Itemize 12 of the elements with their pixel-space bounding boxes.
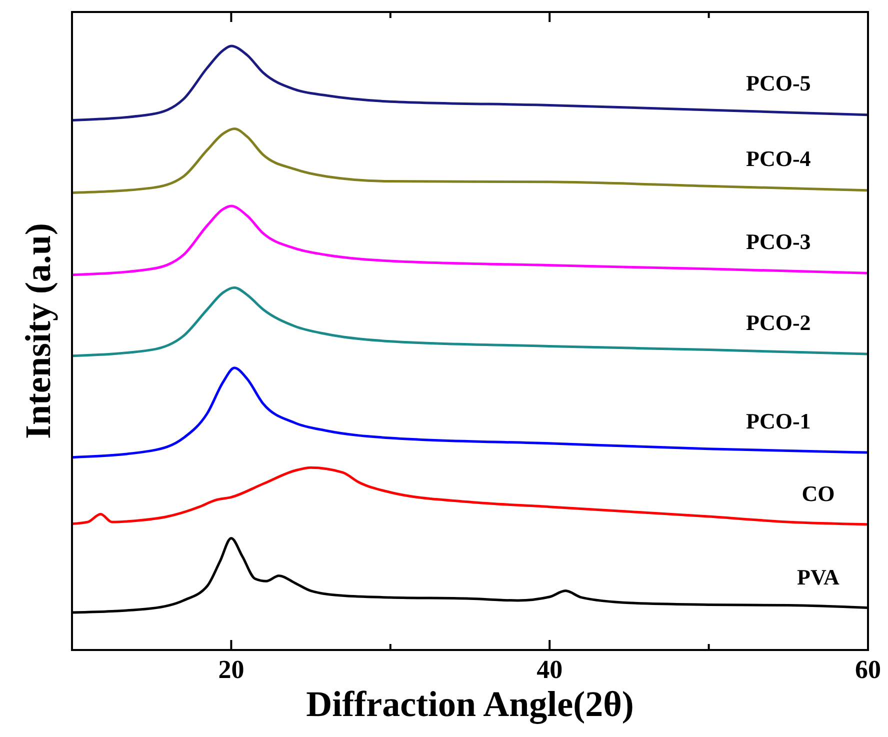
x-axis-title: Diffraction Angle(2θ) — [306, 684, 634, 724]
series-label: PCO-3 — [746, 228, 811, 254]
series-label: CO — [802, 481, 835, 506]
series-label: PCO-5 — [746, 70, 811, 96]
x-tick-label: 20 — [218, 655, 244, 684]
x-tick-label: 40 — [536, 655, 563, 684]
series-label: PCO-2 — [746, 310, 811, 335]
series-label: PVA — [797, 564, 840, 590]
series-label: PCO-1 — [746, 408, 811, 434]
x-tick-label: 60 — [855, 655, 881, 684]
y-axis-title: Intensity (a.u) — [18, 222, 58, 440]
series-label: PCO-4 — [746, 146, 811, 172]
